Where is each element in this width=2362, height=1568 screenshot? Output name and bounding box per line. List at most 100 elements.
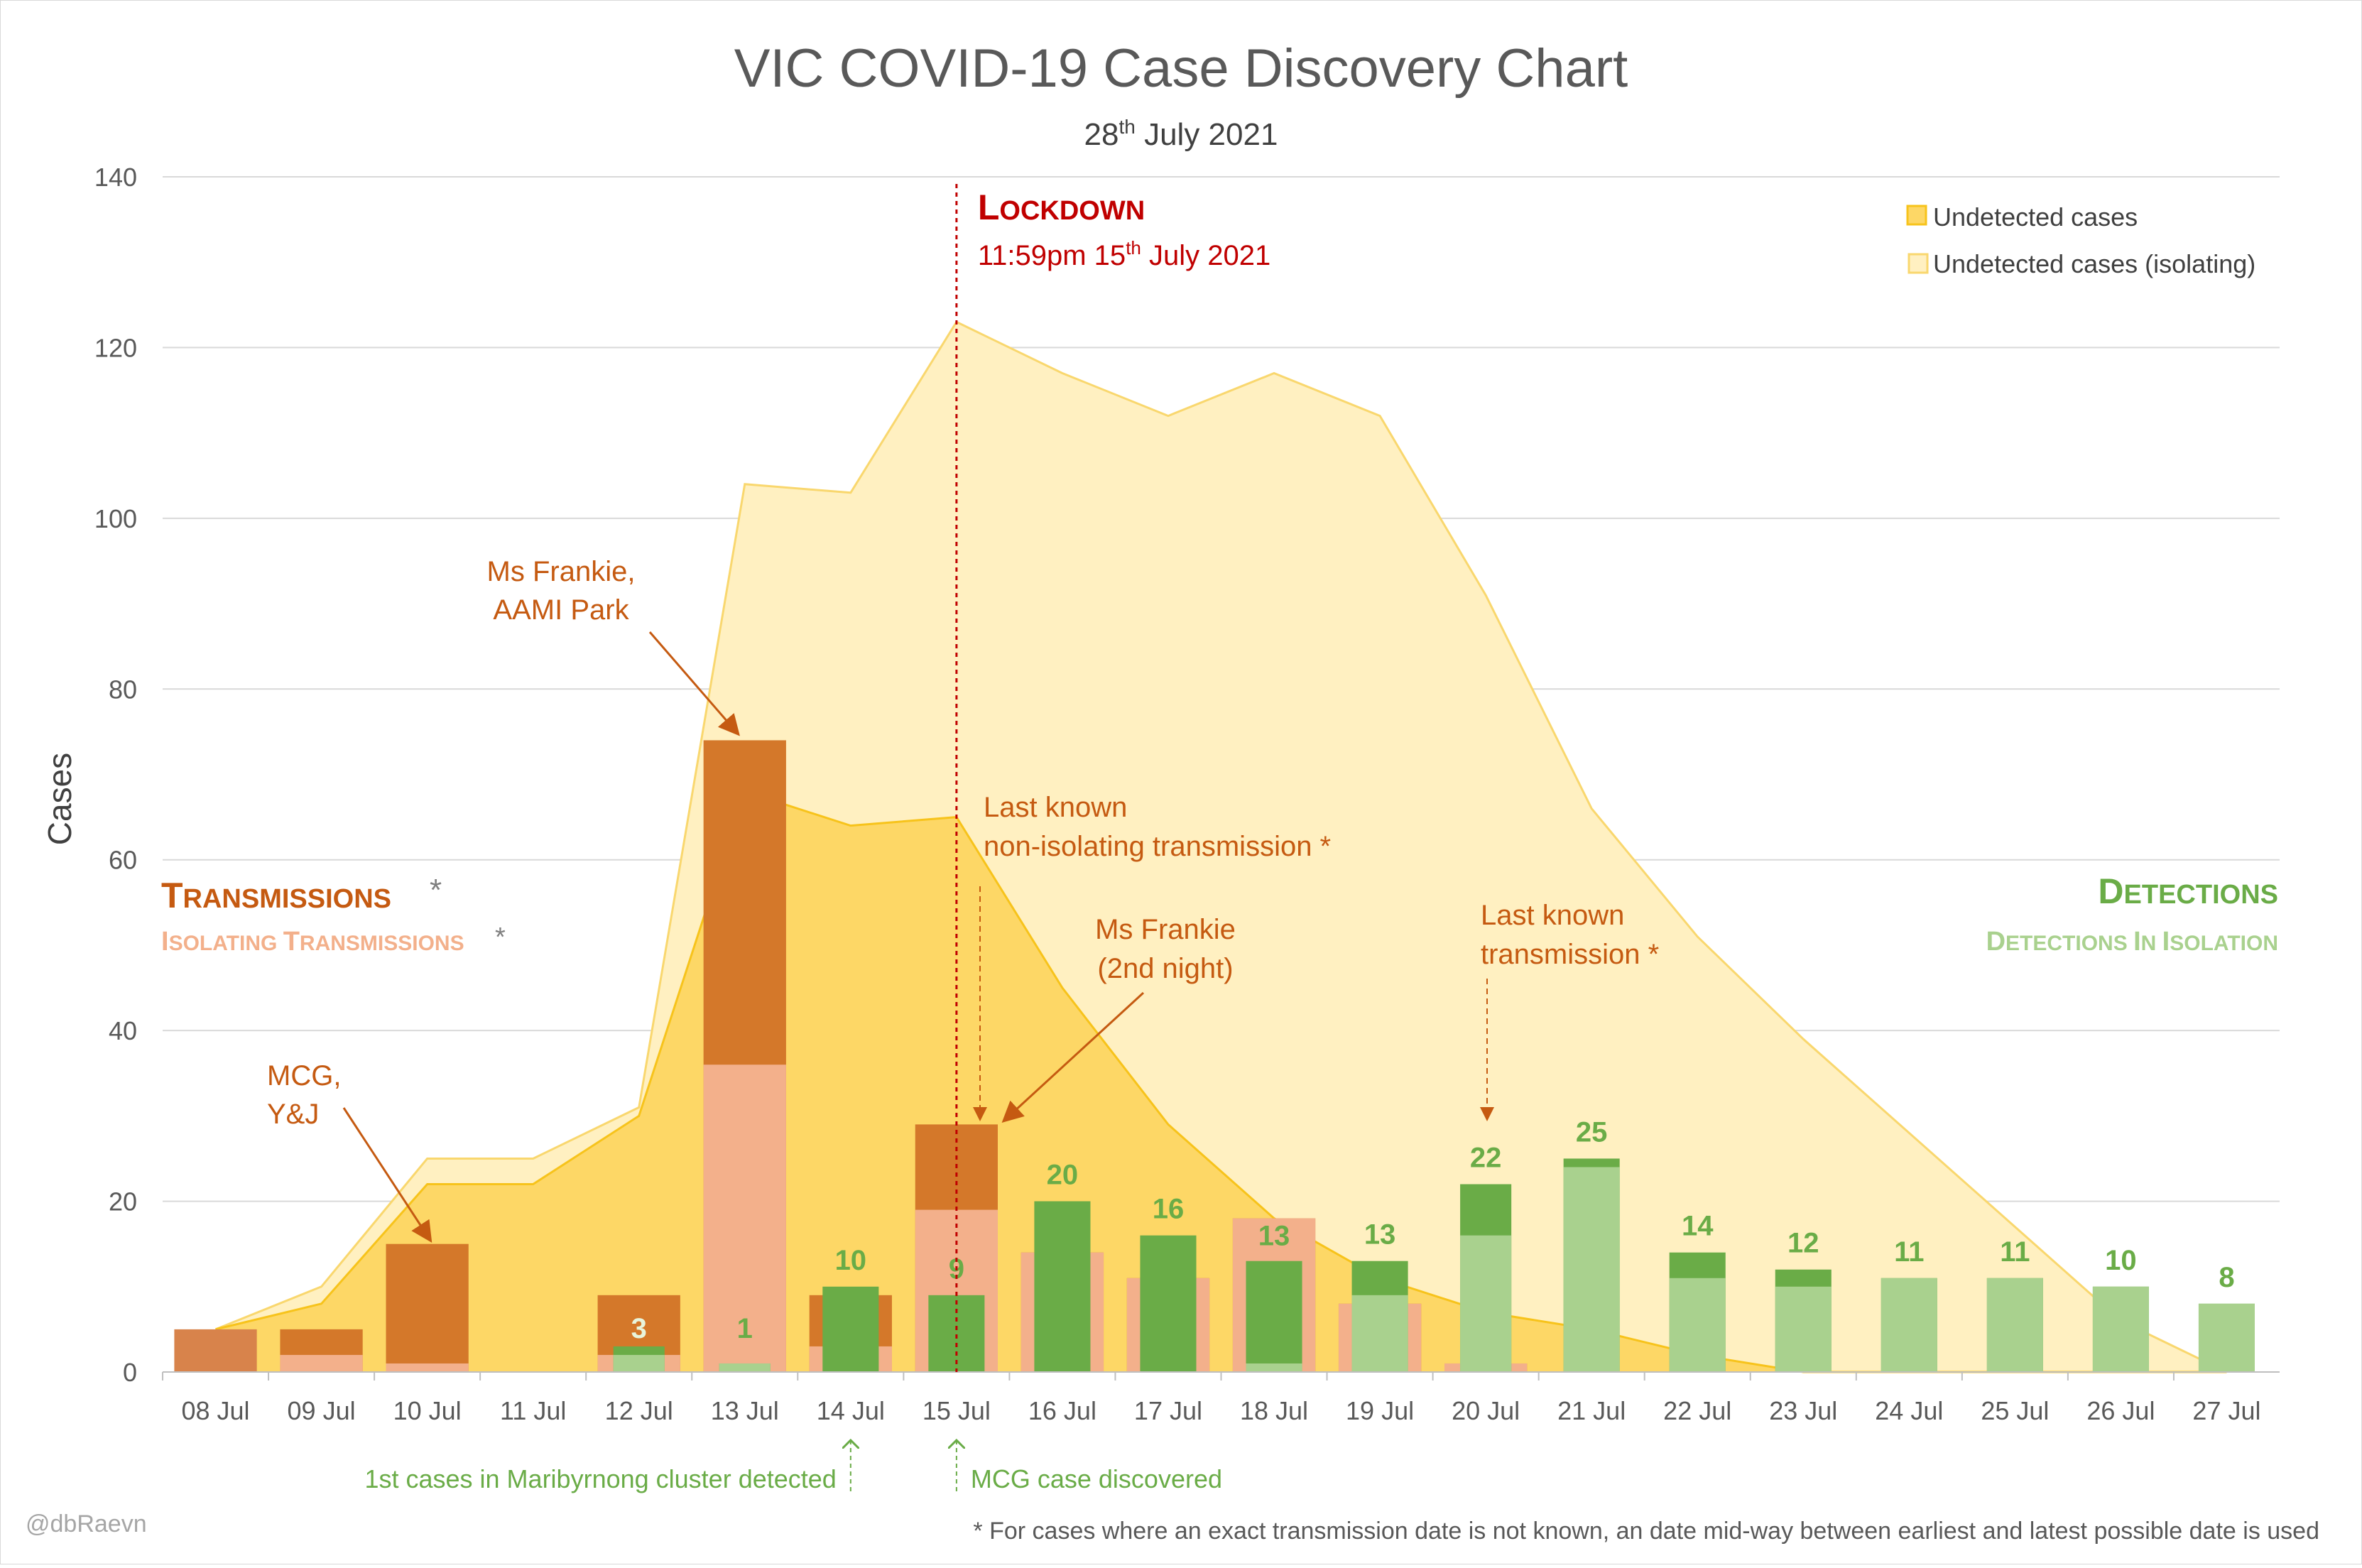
detection-isolation-bar [1669,1278,1726,1372]
footnote: * For cases where an exact transmission … [973,1518,2319,1545]
detection-bar [822,1286,879,1372]
isolating-transmission-bar [386,1363,469,1372]
y-tick-label: 40 [109,1016,137,1045]
y-tick-label: 0 [123,1358,137,1387]
annotation-mcg-yj: Y&J [267,1099,319,1130]
annotation-ms-frankie: Ms Frankie, [487,556,636,587]
x-tick-label: 18 Jul [1240,1396,1308,1425]
detection-bar [928,1295,985,1372]
x-tick-label: 24 Jul [1875,1396,1943,1425]
annotation-ms-frankie: AAMI Park [493,594,629,626]
legend-swatch-isolating [1907,253,1929,274]
lockdown-title: LOCKDOWN [978,187,1145,227]
arrow-ms-frankie [648,631,740,736]
detection-isolation-bar [1563,1167,1620,1372]
x-tick-label: 13 Jul [711,1396,779,1425]
x-tick-label: 21 Jul [1557,1396,1626,1425]
asterisk: * [495,922,506,952]
annotations: LOCKDOWN 11:59pm 15th July 2021 Undetected… [26,184,2319,1545]
detection-bar [1140,1235,1197,1372]
chart-subtitle: 28th July 2021 [1084,116,1278,152]
y-axis-label: Cases [41,753,78,845]
subtitle-sup: th [1119,116,1136,138]
label-detections-isolation: DETECTIONS IN ISOLATION [1986,927,2278,957]
isolating-transmission-bar [703,1065,786,1372]
detection-value-label: 10 [835,1245,867,1276]
detection-value-label: 16 [1153,1194,1185,1225]
y-tick-label: 120 [94,333,137,362]
x-tick-label: 11 Jul [500,1396,566,1425]
detection-isolation-bar [1775,1286,1832,1372]
annotation-ms-frankie-2: Ms Frankie [1095,914,1236,945]
annotation-mcg-yj: MCG, [267,1060,341,1091]
label-detections: DETECTIONS [2098,871,2278,911]
detection-isolation-bar [1351,1295,1408,1372]
bars [174,740,2255,1372]
asterisk: * [430,873,442,908]
x-tick-label: 16 Jul [1028,1396,1096,1425]
x-tick-label: 12 Jul [605,1396,673,1425]
chart-title: VIC COVID-19 Case Discovery Chart [734,38,1628,99]
subtitle-day: 28 [1084,117,1119,152]
x-tick-label: 22 Jul [1663,1396,1731,1425]
detection-value-label: 25 [1576,1116,1608,1148]
detection-isolation-bar [613,1354,665,1372]
label-transmissions: TRANSMISSIONS [161,876,391,915]
detection-isolation-bar [1246,1363,1302,1372]
detection-isolation-bar [2198,1303,2255,1372]
label-isolating-transmissions: ISOLATING TRANSMISSIONS [161,927,464,957]
detection-value-label: 12 [1787,1228,1819,1259]
y-tick-label: 60 [109,846,137,875]
detection-value-label: 11 [1894,1236,1924,1268]
x-tick-label: 20 Jul [1452,1396,1520,1425]
detection-value-label: 11 [2000,1236,2030,1268]
detection-bar [1246,1261,1302,1372]
detection-value-label: 20 [1047,1160,1079,1191]
y-tick-label: 140 [94,163,137,192]
detection-value-label: 1 [737,1313,753,1344]
detection-isolation-bar [719,1363,771,1372]
detection-isolation-bar [2092,1286,2149,1372]
x-tick-label: 26 Jul [2086,1396,2155,1425]
subtitle-rest: July 2021 [1136,117,1278,152]
arrow-ms-frankie-2 [1001,991,1145,1123]
y-tick-label: 20 [109,1187,137,1216]
legend-swatch-undetected [1906,205,1927,226]
y-tick-label: 80 [109,675,137,704]
arrow-mcg [342,1107,432,1243]
x-tick-label: 09 Jul [288,1396,356,1425]
annotation-ms-frankie-2: (2nd night) [1097,953,1233,984]
y-tick-label: 100 [94,504,137,533]
x-tick-label: 23 Jul [1769,1396,1837,1425]
detection-value-label: 13 [1258,1221,1290,1252]
annotation-last-non-isolating: non-isolating transmission * [984,831,1331,862]
detection-value-label: 13 [1364,1219,1396,1251]
detection-value-label: 14 [1682,1211,1714,1242]
detection-value-label: 8 [2219,1262,2234,1293]
data-labels: 3110920161313222514121111108 [631,1116,2235,1344]
x-tick-label: 14 Jul [817,1396,885,1425]
x-tick-label: 25 Jul [1981,1396,2049,1425]
annotation-last-known: transmission * [1481,939,1659,970]
legend-label-isolating: Undetected cases (isolating) [1933,249,2255,278]
x-tick-label: 19 Jul [1346,1396,1414,1425]
transmission-bar [174,1329,257,1372]
detection-isolation-bar [1986,1278,2043,1372]
detection-bar [1034,1201,1091,1372]
detection-value-label: 22 [1470,1143,1502,1174]
detection-isolation-bar [1460,1235,1512,1372]
x-tick-label: 10 Jul [393,1396,462,1425]
x-tick-label: 17 Jul [1134,1396,1202,1425]
transmission-bar [386,1243,469,1372]
isolating-undetected-line [214,320,2228,1373]
annotation-last-non-isolating: Last known [984,792,1127,823]
detection-isolation-bar [1881,1278,1937,1372]
lockdown-time: 11:59pm 15th July 2021 [978,237,1270,271]
annotation-mcg-case: MCG case discovered [971,1464,1222,1493]
annotation-maribyrnong: 1st cases in Maribyrnong cluster detecte… [364,1464,836,1493]
detection-value-label: 3 [631,1313,647,1344]
annotation-last-known: Last known [1481,900,1624,931]
